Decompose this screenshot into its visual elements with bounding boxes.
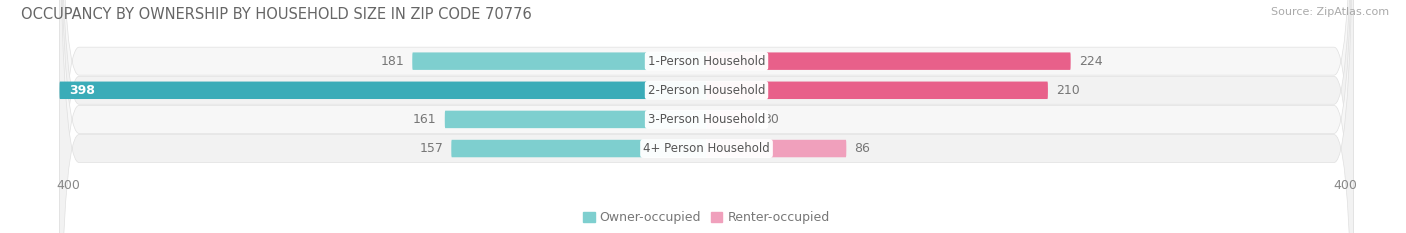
Text: 181: 181 <box>381 55 404 68</box>
Text: 210: 210 <box>1056 84 1080 97</box>
Text: 86: 86 <box>855 142 870 155</box>
FancyBboxPatch shape <box>412 52 707 70</box>
Text: 3-Person Household: 3-Person Household <box>648 113 765 126</box>
FancyBboxPatch shape <box>59 0 1354 233</box>
Text: OCCUPANCY BY OWNERSHIP BY HOUSEHOLD SIZE IN ZIP CODE 70776: OCCUPANCY BY OWNERSHIP BY HOUSEHOLD SIZE… <box>21 7 531 22</box>
Text: 400: 400 <box>56 179 80 192</box>
FancyBboxPatch shape <box>59 0 1354 233</box>
Text: Source: ZipAtlas.com: Source: ZipAtlas.com <box>1271 7 1389 17</box>
Text: 161: 161 <box>413 113 437 126</box>
FancyBboxPatch shape <box>707 140 846 157</box>
Legend: Owner-occupied, Renter-occupied: Owner-occupied, Renter-occupied <box>578 206 835 229</box>
FancyBboxPatch shape <box>59 82 707 99</box>
FancyBboxPatch shape <box>451 140 707 157</box>
Text: 157: 157 <box>419 142 443 155</box>
FancyBboxPatch shape <box>707 111 755 128</box>
Text: 398: 398 <box>69 84 96 97</box>
Text: 400: 400 <box>1333 179 1357 192</box>
Text: 1-Person Household: 1-Person Household <box>648 55 765 68</box>
Text: 2-Person Household: 2-Person Household <box>648 84 765 97</box>
Text: 30: 30 <box>763 113 779 126</box>
FancyBboxPatch shape <box>707 82 1047 99</box>
FancyBboxPatch shape <box>59 0 1354 233</box>
FancyBboxPatch shape <box>444 111 707 128</box>
Text: 224: 224 <box>1078 55 1102 68</box>
Text: 4+ Person Household: 4+ Person Household <box>643 142 770 155</box>
FancyBboxPatch shape <box>59 0 1354 233</box>
FancyBboxPatch shape <box>707 52 1071 70</box>
